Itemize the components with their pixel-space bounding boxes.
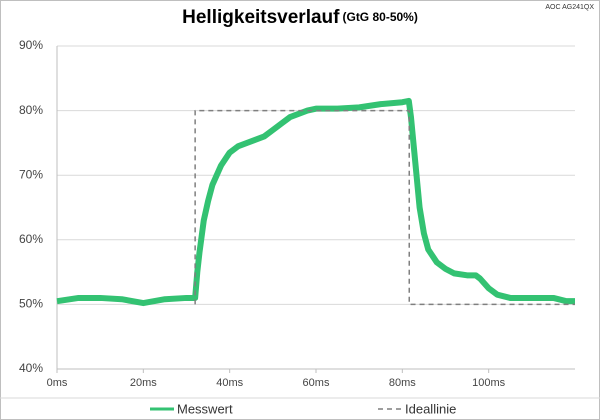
x-tick-label: 80ms — [389, 377, 416, 389]
measured-line — [56, 97, 575, 307]
legend-label: Ideallinie — [405, 401, 456, 416]
y-tick-label: 90% — [19, 38, 43, 52]
y-tick-label: 40% — [19, 361, 43, 375]
y-tick-label: 50% — [19, 297, 43, 311]
x-tick-label: 20ms — [130, 377, 157, 389]
x-tick-label: 40ms — [216, 377, 243, 389]
corner-label: AOC AG241QX — [545, 4, 594, 11]
y-tick-label: 70% — [19, 167, 43, 181]
x-tick-label: 100ms — [472, 377, 506, 389]
title: Helligkeitsverlauf — [182, 7, 340, 28]
y-tick-label: 60% — [19, 232, 43, 246]
y-tick-label: 80% — [19, 103, 43, 117]
ideal-line — [194, 109, 575, 306]
subtitle: (GtG 80-50%) — [342, 10, 417, 24]
x-tick-label: 60ms — [303, 377, 330, 389]
x-tick-label: 0ms — [47, 377, 68, 389]
chart-title: Helligkeitsverlauf (GtG 80-50%) — [182, 7, 418, 28]
legend-label: Messwert — [177, 401, 233, 416]
